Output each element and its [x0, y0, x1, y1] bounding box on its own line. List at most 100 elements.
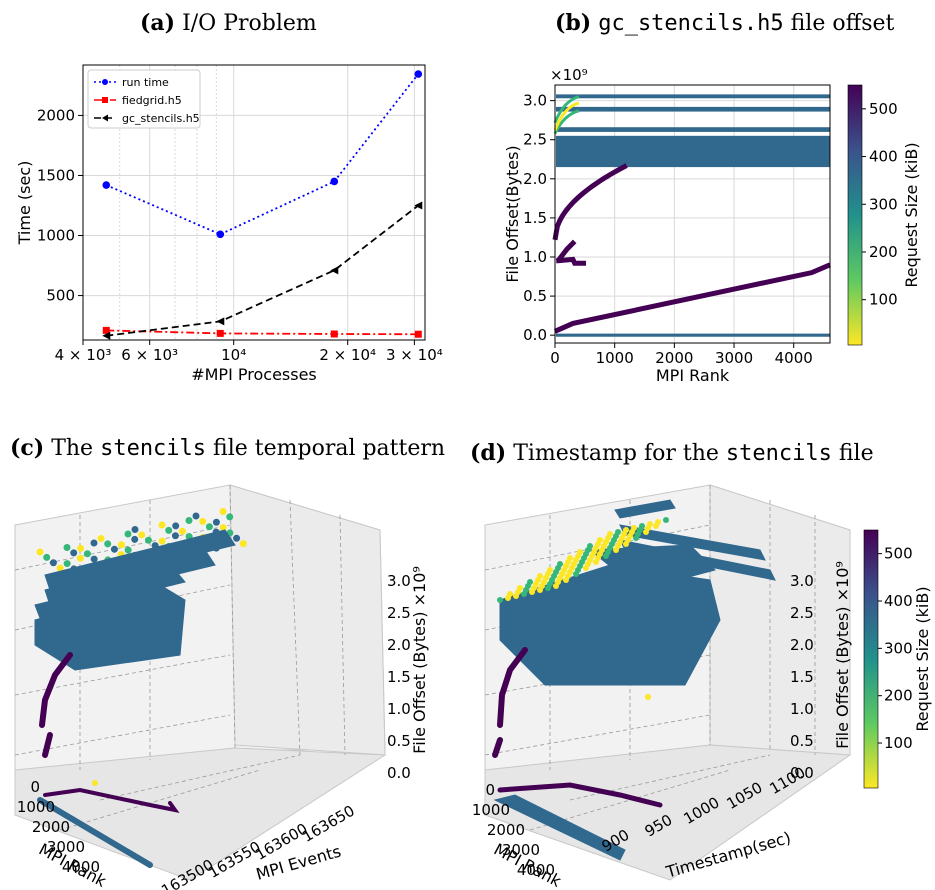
data-point	[330, 266, 339, 275]
z-tick-label: 2.0	[790, 636, 814, 654]
data-point-cloud	[158, 521, 166, 529]
z-tick-label: 1.0	[790, 700, 814, 718]
z-tick-label: 2.5	[387, 604, 411, 622]
z-tick-label: 1.5	[387, 668, 411, 686]
caption-d: (d) Timestamp for the stencils file	[470, 440, 874, 466]
y-axis-label: Time (sec)	[15, 161, 34, 246]
data-point-cloud	[623, 527, 629, 533]
colorbar-tick-label: 400	[884, 592, 913, 610]
data-band	[556, 94, 830, 99]
data-curve	[492, 737, 503, 758]
legend-marker	[102, 97, 108, 103]
caption-c: (c) The stencils file temporal pattern	[10, 435, 446, 461]
legend-marker	[102, 114, 108, 122]
data-point-cloud	[655, 519, 661, 525]
chart-temporal-pattern-3d: 0.0 0.5 1.0 1.5 2.0 2.5 3.0 File Offset (Bytes)…	[14, 484, 429, 890]
data-point-cloud	[36, 548, 44, 556]
data-point-cloud	[497, 597, 503, 603]
x-tick-label: 3000	[502, 841, 540, 859]
legend-label: gc_stencils.h5	[122, 112, 200, 125]
x-axis-label: #MPI Processes	[191, 365, 317, 384]
data-point-cloud	[76, 554, 84, 562]
legend-box	[87, 69, 201, 129]
data-outlier	[92, 780, 98, 786]
y-tick-label: 163650	[299, 802, 358, 846]
x-tick-label: 2000	[32, 818, 70, 836]
data-band	[614, 499, 676, 519]
z-tick-label: 2.0	[387, 636, 411, 654]
x-tick-label: 3000	[47, 838, 85, 856]
data-point-cloud	[205, 523, 213, 531]
data-band	[44, 529, 236, 591]
data-point-cloud	[647, 521, 653, 527]
data-point	[414, 330, 422, 338]
x-tick-label: 0	[485, 781, 495, 799]
data-fan	[553, 109, 580, 135]
x-tick-label: 0	[30, 778, 40, 796]
pane-floor	[484, 744, 852, 881]
grid-line	[14, 714, 231, 756]
data-curve	[42, 732, 53, 758]
data-curve	[39, 652, 73, 728]
colorbar	[863, 529, 879, 789]
data-point-cloud	[226, 513, 234, 521]
data-point-cloud	[547, 567, 553, 573]
z-axis-label: File Offset (Bytes) ×10⁹	[410, 566, 429, 754]
data-point-cloud	[97, 535, 105, 542]
data-point-cloud	[117, 541, 125, 549]
legend-label: run time	[122, 76, 169, 89]
data-point	[414, 201, 423, 210]
grid-line	[339, 514, 346, 756]
data-fan	[553, 95, 580, 124]
legend-label: fiedgrid.h5	[122, 94, 182, 107]
data-line	[497, 782, 663, 808]
data-point-cloud	[104, 540, 112, 548]
colorbar-label: Request Size (kiB)	[913, 586, 932, 731]
colorbar-tick-label: 400	[869, 148, 898, 166]
data-band	[44, 549, 216, 606]
data-point	[102, 326, 110, 334]
data-point-cloud	[77, 544, 85, 552]
data-point-cloud	[233, 534, 241, 542]
data-curve-mid	[555, 239, 577, 263]
y-tick-label: 2.0	[523, 170, 547, 188]
legend-marker	[102, 79, 108, 85]
data-point-cloud	[239, 540, 247, 548]
y-tick-label: 1.5	[523, 209, 547, 227]
colorbar-tick-label: 200	[869, 243, 898, 261]
colorbar-tick-label: 100	[869, 291, 898, 309]
x-tick-label: 10⁴	[221, 346, 246, 364]
data-curve	[497, 647, 528, 728]
caption-a: (a) I/O Problem	[140, 10, 317, 36]
data-point-cloud	[507, 591, 513, 597]
colorbar-tick-label: 500	[884, 545, 913, 563]
data-point-cloud	[43, 553, 51, 561]
data-point-cloud	[90, 555, 98, 563]
data-band	[34, 569, 186, 619]
y-tick-label: 1000	[37, 227, 75, 245]
data-point-cloud	[663, 517, 669, 523]
data-point-cloud	[63, 544, 71, 551]
data-curve-upper	[552, 163, 628, 241]
grid-line	[484, 714, 711, 756]
data-point-cloud	[124, 530, 132, 538]
data-point-cloud	[63, 560, 71, 568]
data-point	[216, 317, 225, 326]
grid-line	[289, 499, 301, 756]
x-tick-label: 4000	[775, 349, 813, 367]
x-tick-label: 2 × 10⁴	[319, 346, 376, 364]
x-tick-label: 4000	[62, 858, 100, 876]
colorbar-tick-label: 300	[884, 639, 913, 657]
colorbar-tick-label: 100	[884, 734, 913, 752]
data-fan	[553, 101, 580, 131]
x-tick-label: 2000	[487, 821, 525, 839]
colorbar-tick-label: 500	[869, 100, 898, 118]
colorbar-tick-label: 300	[869, 195, 898, 213]
data-point-cloud	[165, 526, 173, 534]
z-tick-label: 3.0	[387, 572, 411, 590]
data-slab	[499, 564, 721, 686]
y-tick-label: 1500	[37, 166, 75, 184]
data-point-cloud	[639, 523, 645, 529]
chart-io-problem: 4 × 10³ 6 × 10³ 10⁴ 2 × 10⁴ 3 × 10⁴ 500 1000 15…	[15, 64, 443, 384]
y-tick-label: 0.0	[523, 326, 547, 344]
